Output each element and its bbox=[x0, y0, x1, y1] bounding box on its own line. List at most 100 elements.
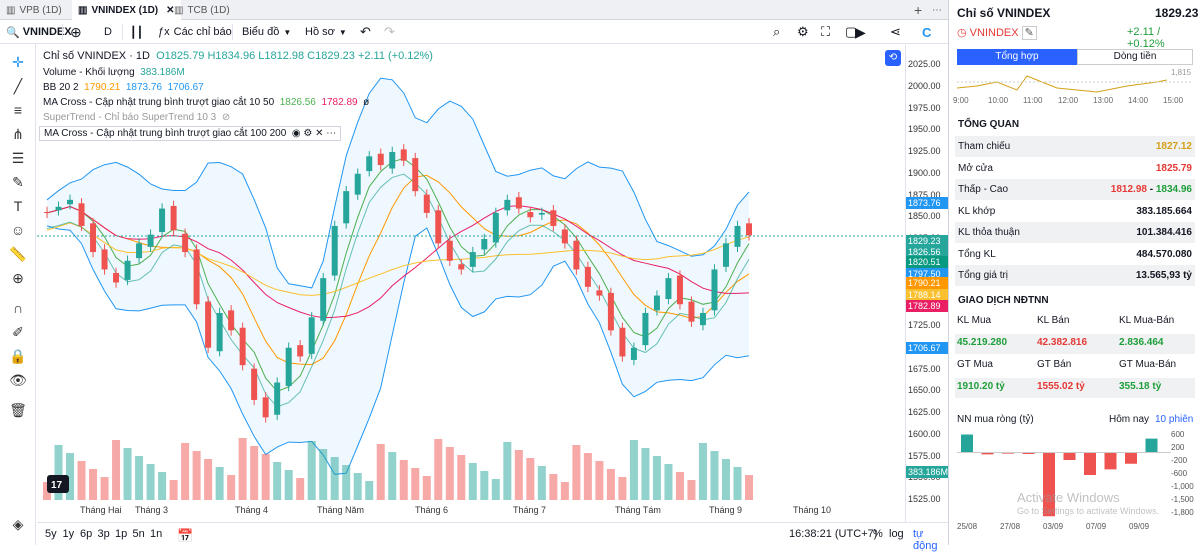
volume-bar bbox=[181, 443, 190, 500]
ma-cross-2-label: MA Cross - Cập nhật trung bình trượt gia… bbox=[44, 128, 287, 139]
zoom-in-icon[interactable]: ⊕ bbox=[12, 269, 24, 286]
trendline-icon[interactable]: ╱ bbox=[13, 77, 23, 94]
eye-icon[interactable]: ◉ bbox=[291, 128, 301, 139]
calendar-icon[interactable]: 📅 bbox=[177, 528, 194, 543]
row-value-wrap: 383.185.664 bbox=[1136, 206, 1192, 217]
price-axis[interactable]: 2025.00 2000.00 1975.00 1950.00 1925.00 1900.… bbox=[905, 45, 949, 522]
interval-button[interactable]: D bbox=[104, 26, 112, 38]
tab-dong-tien[interactable]: Dòng tiền bbox=[1077, 49, 1193, 65]
tab-vnindex[interactable]: ▥ VNINDEX (1D) ✕ bbox=[72, 0, 181, 20]
brush-icon[interactable]: ✎ bbox=[12, 173, 24, 190]
legend-ma-cross-1[interactable]: MA Cross - Cập nhật trung bình trượt gia… bbox=[43, 97, 369, 108]
chart-icon: ▥ bbox=[6, 4, 16, 16]
candle-type-icon[interactable]: ┃┃ bbox=[130, 26, 144, 39]
bb-lower-value: 1706.67 bbox=[167, 82, 204, 93]
auto-scale-icon[interactable]: ⟲ bbox=[885, 50, 901, 66]
overview-row: Tham chiếu 1827.12 bbox=[955, 136, 1195, 157]
price-chart[interactable]: 17 bbox=[37, 45, 905, 522]
volume-bar bbox=[491, 479, 500, 500]
brand-logo-icon: C bbox=[922, 24, 932, 40]
undo-icon[interactable]: ↶ bbox=[360, 24, 371, 39]
legend-supertrend[interactable]: SuperTrend - Chỉ báo SuperTrend 10 3 ⊘ bbox=[43, 112, 230, 123]
watermark-text: Go to Settings to activate Windows. bbox=[1017, 506, 1160, 516]
emoji-icon[interactable]: ☺ bbox=[10, 222, 26, 238]
range-button[interactable]: 5n bbox=[132, 528, 145, 540]
candle-body bbox=[561, 229, 568, 244]
range-button[interactable]: 1y bbox=[62, 528, 75, 540]
volume-bar bbox=[54, 445, 63, 500]
close-icon[interactable]: ✕ bbox=[166, 4, 175, 16]
lock-drawing-icon[interactable]: ✐ bbox=[12, 323, 24, 340]
text-tool-icon[interactable]: T bbox=[13, 198, 23, 214]
today-toggle[interactable]: Hôm nay bbox=[1109, 414, 1150, 425]
more-icon[interactable]: ⋯ bbox=[932, 4, 942, 16]
foreign-header: KL Mua bbox=[957, 315, 992, 326]
alert-search-icon[interactable]: ⌕ bbox=[773, 24, 781, 39]
legend-bb[interactable]: BB 20 2 1790.21 1873.76 1706.67 bbox=[43, 82, 204, 93]
tab-vpb[interactable]: ▥ VPB (1D) bbox=[0, 0, 68, 20]
legend-ma-cross-2[interactable]: MA Cross - Cập nhật trung bình trượt gia… bbox=[39, 126, 342, 141]
magnet-icon[interactable]: ∩ bbox=[12, 300, 24, 316]
log-toggle[interactable]: log bbox=[889, 528, 904, 540]
share-icon[interactable]: ⋖ bbox=[890, 24, 901, 39]
tab-tcb[interactable]: ▥ TCB (1D) bbox=[168, 0, 236, 20]
replay-icon[interactable]: ▶ bbox=[855, 23, 866, 40]
fibonacci-icon[interactable]: ☰ bbox=[11, 149, 25, 166]
auto-toggle[interactable]: tự động bbox=[913, 528, 938, 552]
add-tab-icon[interactable]: + bbox=[914, 2, 923, 18]
eye-icon[interactable]: 👁 bbox=[9, 371, 27, 388]
range-button[interactable]: 1n bbox=[150, 528, 163, 540]
candle-body bbox=[630, 347, 637, 360]
fullscreen-icon[interactable]: ⛶ bbox=[821, 24, 831, 39]
candle-body bbox=[320, 278, 327, 321]
volume-bar bbox=[192, 451, 201, 500]
range-button[interactable]: 6p bbox=[80, 528, 93, 540]
sessions-toggle[interactable]: 10 phiên bbox=[1155, 414, 1194, 425]
candle-body bbox=[136, 243, 143, 259]
percent-toggle[interactable]: % bbox=[873, 528, 883, 540]
price-tick-label: 1525.00 bbox=[908, 494, 941, 504]
chart-area[interactable]: 17 Chỉ số VNINDEX · 1D O1825.79 H1834.96… bbox=[37, 45, 905, 522]
candle-body bbox=[285, 347, 292, 387]
legend-volume[interactable]: Volume - Khối lượng 383.186M bbox=[43, 67, 185, 78]
more-icon[interactable]: ⋯ bbox=[326, 128, 337, 139]
candle-body bbox=[722, 243, 729, 267]
range-button[interactable]: 3p bbox=[97, 528, 110, 540]
volume-bar bbox=[641, 448, 650, 500]
edit-icon[interactable]: ✎ bbox=[1021, 26, 1037, 40]
row-value: 1812.98 bbox=[1110, 184, 1147, 195]
tab-tong-hop[interactable]: Tổng hợp bbox=[957, 49, 1077, 65]
horizontal-line-icon[interactable]: ≡ bbox=[13, 102, 23, 118]
info-panel: Chỉ số VNINDEX 1829.23 ◷ VNINDEX ✎ +2.11… bbox=[948, 0, 1200, 545]
pitchfork-icon[interactable]: ⋔ bbox=[12, 125, 24, 142]
profile-dropdown[interactable]: Hồ sơ ▼ bbox=[305, 20, 347, 44]
net-axis-label: -600 bbox=[1171, 469, 1188, 478]
layers-icon[interactable]: ◈ bbox=[12, 515, 24, 532]
settings-icon[interactable]: ⚙ bbox=[303, 128, 313, 139]
volume-bar bbox=[77, 461, 86, 500]
eye-off-icon[interactable]: ⊘ bbox=[221, 112, 231, 123]
mini-time-axis: 9:00 10:00 11:00 12:00 13:00 14:00 15:00 bbox=[953, 96, 1193, 106]
chart-type-dropdown[interactable]: Biểu đồ ▼ bbox=[242, 20, 291, 44]
redo-icon[interactable]: ↷ bbox=[384, 24, 395, 39]
delete-icon[interactable]: ✕ bbox=[315, 128, 324, 139]
crosshair-icon[interactable]: ✛ bbox=[12, 53, 24, 70]
price-tick-label: 1650.00 bbox=[908, 385, 941, 396]
indicators-button[interactable]: ƒx Các chỉ báo bbox=[158, 20, 232, 44]
range-button[interactable]: 5y bbox=[45, 528, 57, 540]
price-badge: 1820.51 bbox=[906, 256, 949, 268]
candle-body bbox=[469, 252, 476, 267]
panel-symbol[interactable]: ◷ VNINDEX ✎ bbox=[957, 26, 1037, 40]
time-axis[interactable]: Tháng Hai Tháng 3 Tháng 4 Tháng Năm Tháng 6 T… bbox=[37, 503, 905, 521]
gear-icon[interactable]: ⚙ bbox=[797, 24, 809, 39]
volume-bar bbox=[227, 475, 236, 500]
compare-icon[interactable]: ⊕ bbox=[70, 23, 82, 40]
foreign-row-bg bbox=[955, 378, 1195, 398]
ruler-icon[interactable]: 📏 bbox=[9, 245, 27, 262]
trash-icon[interactable]: 🗑 bbox=[9, 401, 27, 418]
camera-icon[interactable]: ▢ bbox=[845, 24, 858, 39]
symbol-search[interactable]: 🔍 VNINDEX bbox=[6, 20, 72, 44]
range-button[interactable]: 1p bbox=[115, 528, 128, 540]
row-value: 1827.12 bbox=[1155, 141, 1192, 152]
lock-icon[interactable]: 🔒 bbox=[9, 347, 27, 364]
